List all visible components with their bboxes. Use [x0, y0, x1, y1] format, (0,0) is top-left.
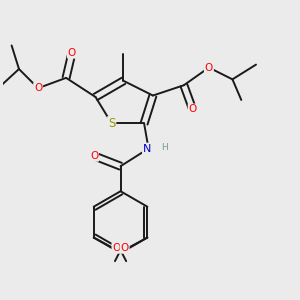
Text: N: N: [143, 143, 151, 154]
Text: H: H: [161, 142, 168, 152]
Text: O: O: [112, 243, 121, 253]
Text: O: O: [68, 48, 76, 58]
Text: O: O: [34, 83, 42, 93]
Text: O: O: [90, 151, 98, 161]
Text: O: O: [205, 63, 213, 73]
Text: O: O: [121, 243, 129, 253]
Text: S: S: [108, 117, 116, 130]
Text: O: O: [189, 104, 197, 114]
